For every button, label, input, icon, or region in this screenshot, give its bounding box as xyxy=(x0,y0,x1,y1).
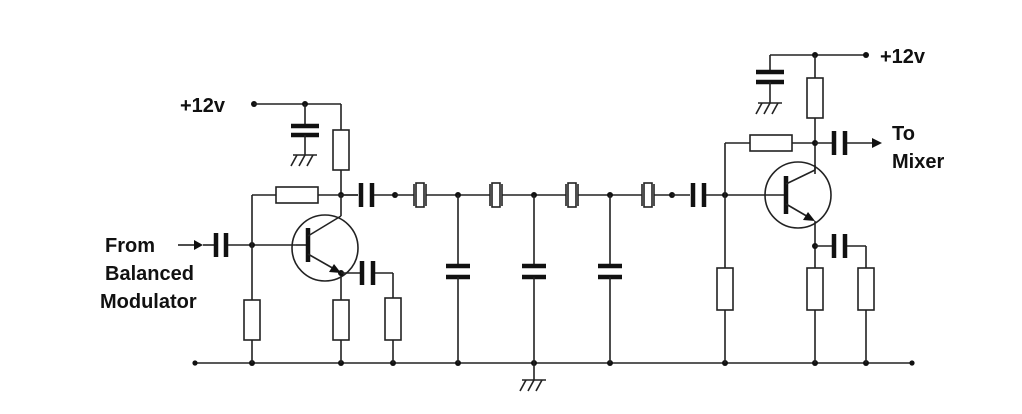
output-label: To Mixer xyxy=(892,123,944,173)
emitter-resistor-right xyxy=(806,267,824,363)
output-coupling-capacitor xyxy=(815,131,882,155)
input-label: From Balanced Modulator xyxy=(100,235,203,313)
emitter-resistor-left xyxy=(332,270,350,363)
decoupling-capacitor-right xyxy=(755,55,784,115)
emitter-bypass-right xyxy=(815,234,875,363)
ground-rail xyxy=(192,360,915,366)
feedback-resistor-left xyxy=(251,186,358,300)
emitter-bypass-left xyxy=(341,261,402,363)
ground-symbol-main xyxy=(519,363,546,392)
transistor-left xyxy=(291,195,359,300)
shunt-capacitor-1 xyxy=(446,192,470,363)
crystal-3 xyxy=(565,182,579,208)
collector-resistor-right xyxy=(806,55,824,174)
output-label-line2: Mixer xyxy=(892,151,944,173)
feedback-resistor-right xyxy=(724,134,815,268)
supply-right: +12v xyxy=(770,46,926,68)
decoupling-capacitor-left xyxy=(290,104,319,167)
output-label-line1: To xyxy=(892,123,915,145)
transistor-right xyxy=(764,161,832,268)
supply-left: +12v xyxy=(180,95,341,117)
input-label-line3: Modulator xyxy=(100,291,197,313)
crystal-1 xyxy=(413,182,427,208)
coupling-capacitor-right-in xyxy=(672,183,786,207)
supply-left-label: +12v xyxy=(180,95,226,117)
shunt-capacitor-2 xyxy=(522,192,546,363)
input-label-line1: From xyxy=(105,235,155,257)
shunt-capacitor-3 xyxy=(598,192,622,363)
input-label-line2: Balanced xyxy=(105,263,194,285)
supply-right-label: +12v xyxy=(880,46,926,68)
coupling-capacitor-left-out xyxy=(341,183,398,207)
collector-resistor-left xyxy=(332,104,350,198)
input-coupling-capacitor xyxy=(203,233,296,257)
bias-resistor-right xyxy=(716,267,734,363)
bias-resistor-left xyxy=(243,299,261,363)
crystal-2 xyxy=(489,182,503,208)
crystal-4 xyxy=(641,182,655,208)
